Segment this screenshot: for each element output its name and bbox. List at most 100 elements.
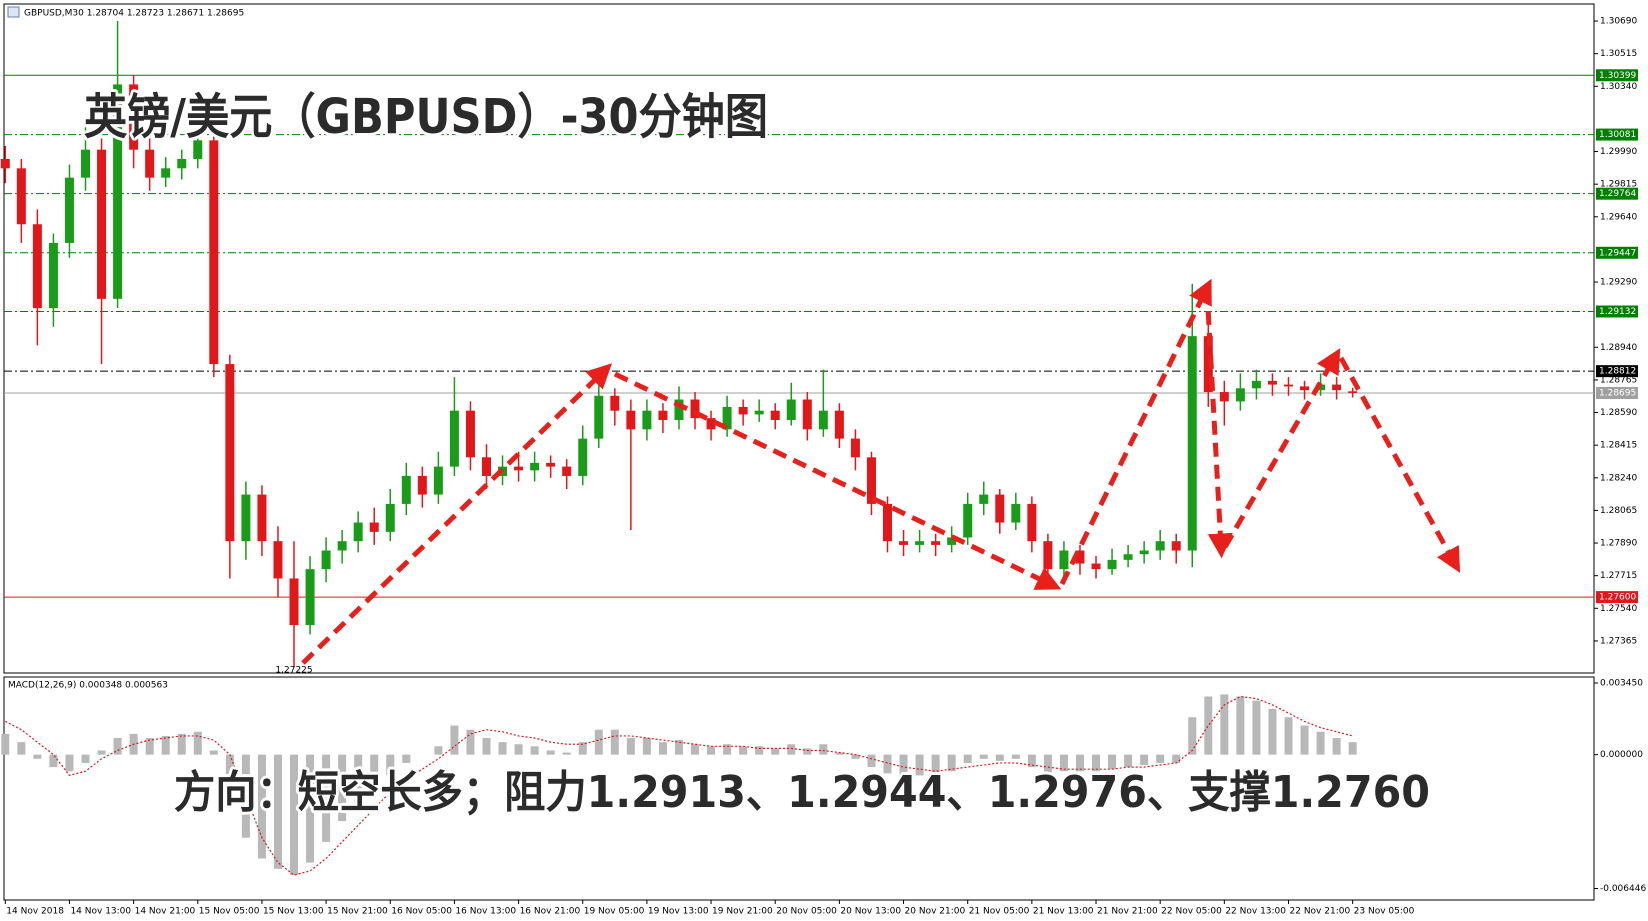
y-tick-label: 1.29640 (1600, 212, 1637, 222)
candle-body (209, 140, 219, 365)
candle-body (883, 503, 892, 542)
macd-bar (771, 748, 780, 755)
macd-bar (610, 729, 619, 755)
candle-body (129, 84, 139, 150)
x-tick-label: 23 Nov 05:00 (1354, 907, 1415, 917)
macd-bar (386, 754, 395, 776)
candle-body (81, 149, 90, 178)
macd-bar (306, 754, 315, 863)
x-tick-label: 20 Nov 13:00 (840, 907, 901, 917)
level-label-box (1596, 69, 1638, 82)
macd-bar (193, 731, 202, 755)
candle-body (626, 410, 636, 430)
candle-body (786, 399, 796, 421)
level-label-box (1596, 246, 1638, 259)
candle-body (16, 168, 26, 225)
macd-bar (562, 752, 571, 755)
macd-bar (883, 754, 892, 774)
x-tick-label: 22 Nov 05:00 (1161, 907, 1222, 917)
macd-bar (1348, 742, 1357, 755)
level-label: 1.30081 (1599, 130, 1636, 140)
macd-bar (739, 746, 748, 755)
candle-body (401, 475, 411, 504)
candle-body (1267, 380, 1277, 385)
x-tick-label: 16 Nov 05:00 (391, 907, 452, 917)
x-tick-label: 20 Nov 21:00 (905, 907, 966, 917)
candle-body (995, 494, 1005, 523)
x-tick-label: 15 Nov 21:00 (327, 907, 388, 917)
candle-body (32, 224, 42, 309)
macd-bar (594, 729, 603, 755)
y-tick-label: 1.28240 (1600, 473, 1637, 483)
x-tick-label: 22 Nov 13:00 (1225, 907, 1286, 917)
x-tick-label: 20 Nov 05:00 (776, 907, 837, 917)
macd-bar (578, 742, 587, 755)
x-tick-label: 22 Nov 21:00 (1290, 907, 1351, 917)
y-tick-label: 1.28415 (1600, 441, 1637, 451)
candle-body (1091, 563, 1101, 570)
chart-header: GBPUSD,M30 1.28704 1.28723 1.28671 1.286… (24, 9, 244, 19)
macd-bar (177, 733, 186, 755)
y-tick-label: 1.29990 (1600, 147, 1637, 157)
candle-body (530, 462, 540, 471)
symbol-icon (7, 6, 20, 18)
x-tick-label: 15 Nov 05:00 (199, 907, 260, 917)
candle-body (385, 503, 395, 532)
candle-body (594, 395, 604, 439)
y-tick-label: 1.28065 (1600, 506, 1637, 516)
candle-body (979, 494, 989, 504)
arrow (301, 363, 612, 665)
macd-bar (979, 754, 988, 759)
macd-bar (1059, 754, 1068, 772)
macd-bar (514, 744, 523, 755)
candle-body (113, 84, 123, 299)
candle-body (465, 410, 475, 458)
y-tick-label: 1.29815 (1600, 180, 1637, 190)
macd-bar (707, 746, 716, 755)
candle-body (1300, 386, 1310, 391)
x-tick-label: 19 Nov 21:00 (712, 907, 773, 917)
candle-body (770, 410, 780, 421)
candle-body (818, 410, 828, 430)
level-label: 1.28695 (1599, 388, 1636, 398)
y-tick-label: 1.30340 (1600, 82, 1637, 92)
macd-bar (995, 754, 1004, 761)
candle-body (546, 462, 556, 467)
macd-bar (17, 742, 26, 755)
macd-bar (49, 754, 58, 768)
candle-body (289, 578, 299, 626)
candle-body (177, 158, 187, 169)
chart-title: 英镑/美元（GBPUSD）-30分钟图 (84, 89, 768, 145)
candle-body (690, 399, 700, 419)
price-pane (3, 3, 1595, 674)
candle-body (963, 503, 973, 538)
level-label-box (1596, 591, 1638, 604)
candle-body (241, 494, 251, 542)
level-label-box (1596, 187, 1638, 200)
macd-bar (1300, 725, 1309, 755)
candle-body (257, 494, 267, 542)
candle-body (1251, 380, 1261, 389)
macd-bar (1332, 738, 1341, 755)
y-tick-label: 1.30515 (1600, 49, 1637, 59)
y-tick-label: 1.27890 (1600, 539, 1637, 549)
candle-body (866, 457, 876, 504)
candle-body (754, 410, 764, 415)
macd-bar (338, 754, 347, 822)
level-label: 1.29764 (1599, 189, 1636, 199)
macd-bar (546, 750, 555, 755)
macd-bar (434, 746, 443, 755)
macd-bar (1043, 754, 1052, 774)
macd-bar (931, 754, 940, 776)
level-label-box (1596, 128, 1638, 141)
macd-bar (1172, 754, 1181, 763)
candle-body (1316, 384, 1326, 391)
macd-bar (209, 750, 218, 755)
x-tick-label: 16 Nov 13:00 (455, 907, 516, 917)
candle-body (642, 410, 652, 430)
candle-body (514, 466, 524, 471)
candle-body (225, 364, 235, 542)
candle-body (1123, 554, 1133, 560)
x-tick-label: 19 Nov 05:00 (584, 907, 645, 917)
candle-body (578, 438, 588, 476)
